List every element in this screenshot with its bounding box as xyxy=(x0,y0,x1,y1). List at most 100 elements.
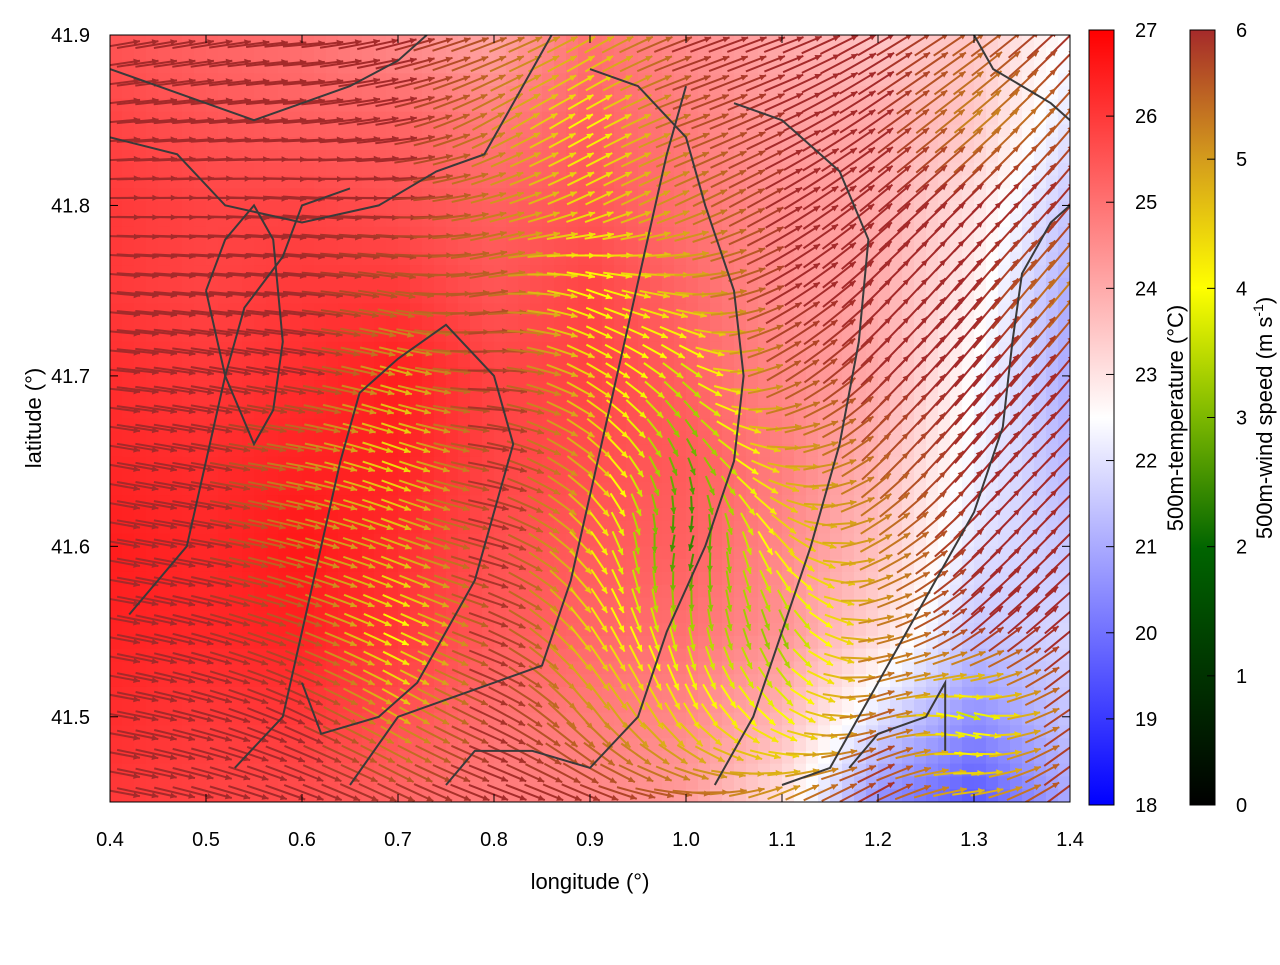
heatmap-cell xyxy=(986,533,999,547)
heatmap-cell xyxy=(290,162,303,177)
heatmap-cell xyxy=(422,354,435,368)
heatmap-cell xyxy=(674,226,687,241)
heatmap-cell xyxy=(998,303,1011,317)
heatmap-cell xyxy=(194,188,207,202)
heatmap-cell xyxy=(998,226,1011,241)
heatmap-cell xyxy=(926,303,939,317)
heatmap-cell xyxy=(410,354,423,368)
heatmap-cell xyxy=(470,367,483,381)
heatmap-cell xyxy=(134,316,147,330)
heatmap-cell xyxy=(134,392,147,407)
heatmap-cell xyxy=(962,303,975,317)
heatmap-cell xyxy=(926,47,939,62)
heatmap-cell xyxy=(470,316,483,330)
heatmap-cell xyxy=(830,661,843,675)
heatmap-cell xyxy=(110,303,123,317)
heatmap-cell xyxy=(926,213,939,228)
heatmap-cell xyxy=(626,367,639,381)
heatmap-cell xyxy=(554,86,567,100)
heatmap-cell xyxy=(470,392,483,407)
heatmap-cell xyxy=(326,354,339,368)
heatmap-cell xyxy=(698,290,711,305)
heatmap-cell xyxy=(842,341,855,356)
heatmap-cell xyxy=(458,303,471,317)
heatmap-cell xyxy=(422,86,435,100)
heatmap-cell xyxy=(842,213,855,228)
heatmap-cell xyxy=(542,137,555,151)
heatmap-cell xyxy=(398,316,411,330)
heatmap-cell xyxy=(182,188,195,202)
heatmap-cell xyxy=(962,738,975,752)
heatmap-cell xyxy=(830,316,843,330)
heatmap-cell xyxy=(806,750,819,765)
heatmap-cell xyxy=(518,354,531,368)
heatmap-cell xyxy=(314,316,327,330)
heatmap-cell xyxy=(242,86,255,100)
heatmap-cell xyxy=(362,86,375,100)
heatmap-cell xyxy=(386,239,399,253)
heatmap-cell xyxy=(158,431,171,445)
heatmap-cell xyxy=(446,661,459,675)
heatmap-cell xyxy=(578,610,591,624)
heatmap-cell xyxy=(326,150,339,164)
heatmap-cell xyxy=(626,661,639,675)
heatmap-cell xyxy=(386,47,399,62)
heatmap-cell xyxy=(242,150,255,164)
heatmap-cell xyxy=(446,201,459,215)
heatmap-cell xyxy=(278,201,291,215)
heatmap-cell xyxy=(242,277,255,292)
heatmap-cell xyxy=(158,188,171,202)
heatmap-cell xyxy=(1022,111,1035,126)
heatmap-cell xyxy=(410,392,423,407)
heatmap-cell xyxy=(806,277,819,292)
heatmap-cell xyxy=(782,533,795,547)
heatmap-cell xyxy=(626,201,639,215)
heatmap-cell xyxy=(518,111,531,126)
heatmap-cell xyxy=(350,201,363,215)
heatmap-cell xyxy=(1058,674,1070,688)
heatmap-cell xyxy=(962,111,975,126)
heatmap-cell xyxy=(422,201,435,215)
heatmap-cell xyxy=(314,239,327,253)
heatmap-cell xyxy=(854,661,867,675)
heatmap-cell xyxy=(110,354,123,368)
heatmap-cell xyxy=(1058,584,1070,599)
heatmap-cell xyxy=(974,188,987,202)
heatmap-cell xyxy=(254,469,267,484)
heatmap-cell xyxy=(434,239,447,253)
heatmap-cell xyxy=(842,712,855,726)
heatmap-cell xyxy=(1058,444,1070,458)
heatmap-cell xyxy=(146,188,159,202)
heatmap-cell xyxy=(998,277,1011,292)
heatmap-cell xyxy=(806,188,819,202)
heatmap-cell xyxy=(1046,111,1059,126)
heatmap-cell xyxy=(590,277,603,292)
heatmap-cell xyxy=(650,354,663,368)
heatmap-cell xyxy=(410,86,423,100)
heatmap-cell xyxy=(374,277,387,292)
heatmap-cell xyxy=(338,201,351,215)
heatmap-cell xyxy=(962,290,975,305)
heatmap-cell xyxy=(1058,520,1070,535)
heatmap-cell xyxy=(950,265,963,279)
heatmap-cell xyxy=(110,623,123,637)
heatmap-cell xyxy=(638,559,651,573)
heatmap-cell xyxy=(698,418,711,432)
heatmap-cell xyxy=(530,265,543,279)
heatmap-cell xyxy=(758,213,771,228)
heatmap-cell xyxy=(734,674,747,688)
heatmap-cell xyxy=(830,277,843,292)
heatmap-cell xyxy=(890,738,903,752)
heatmap-cell xyxy=(710,277,723,292)
heatmap-cell xyxy=(1058,597,1070,611)
heatmap-cell xyxy=(926,456,939,471)
heatmap-cell xyxy=(134,431,147,445)
heatmap-cell xyxy=(962,98,975,113)
heatmap-cell xyxy=(602,239,615,253)
heatmap-cell xyxy=(770,559,783,573)
heatmap-cell xyxy=(974,750,987,765)
heatmap-cell xyxy=(458,316,471,330)
heatmap-cell xyxy=(302,150,315,164)
heatmap-cell xyxy=(998,265,1011,279)
heatmap-cell xyxy=(998,188,1011,202)
